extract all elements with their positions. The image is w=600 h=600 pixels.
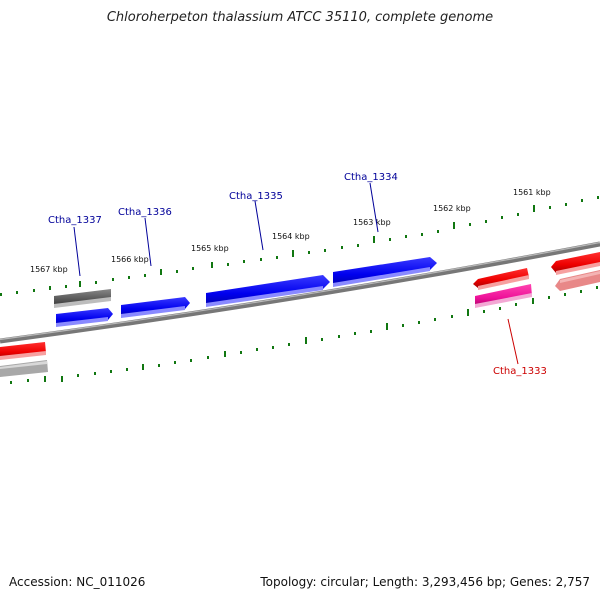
scale-label: 1563 kbp [353,218,391,227]
genome-summary: Topology: circular; Length: 3,293,456 bp… [260,575,590,589]
gene-label-ctha-1336[interactable]: Ctha_1336 [118,207,172,218]
gene-label-ctha-1333[interactable]: Ctha_1333 [493,366,547,377]
scale-label: 1566 kbp [111,255,149,264]
gene-label-ctha-1337[interactable]: Ctha_1337 [48,215,102,226]
label-leaders [73,182,519,365]
outer-scale [0,196,599,296]
gene-arrow[interactable] [551,252,600,273]
accession-label: Accession: NC_011026 [9,575,146,589]
scale-labels: 1567 kbp 1566 kbp 1565 kbp 1564 kbp 1563… [30,188,551,274]
inner-scale [10,286,598,384]
gene-arrow[interactable] [206,275,330,306]
gene-label-ctha-1334[interactable]: Ctha_1334 [344,172,398,183]
scale-label: 1562 kbp [433,204,471,213]
scale-label: 1564 kbp [272,232,310,241]
scale-label: 1567 kbp [30,265,68,274]
gene-label-ctha-1335[interactable]: Ctha_1335 [229,191,283,202]
scale-label: 1561 kbp [513,188,551,197]
genome-title: Chloroherpeton thalassium ATCC 35110, co… [106,10,494,25]
scale-label: 1565 kbp [191,244,229,253]
gene-arrow[interactable] [473,268,529,288]
genome-backbone [0,241,600,344]
